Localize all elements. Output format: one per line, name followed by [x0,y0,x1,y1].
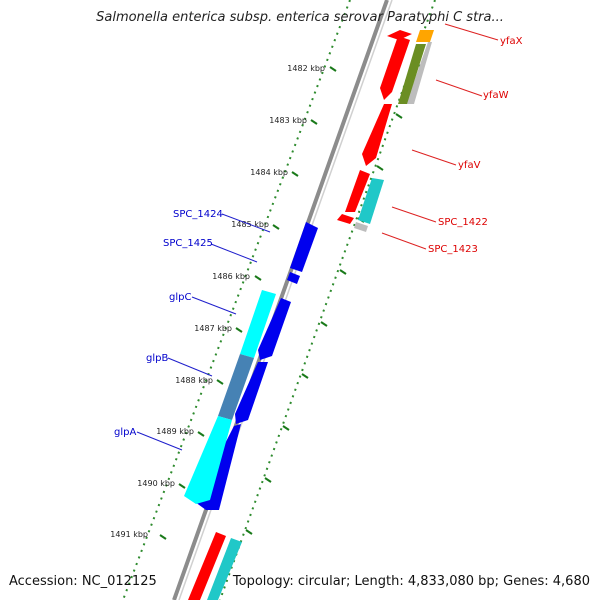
gene-red-block[interactable] [345,170,370,212]
ruler-tick-label: 1490 kbp [137,479,175,488]
gene-orange[interactable] [416,30,434,42]
gene-cyan-bottom[interactable] [207,538,242,600]
gene-label-SPC_1423[interactable]: SPC_1423 [428,244,478,255]
gene-yfaX-inner[interactable] [387,30,412,40]
ruler-tick-label: 1488 kbp [175,376,213,385]
ruler-tick-label: 1489 kbp [156,427,194,436]
gene-glpA[interactable] [184,416,232,504]
label-leader [167,357,213,377]
gene-glpB[interactable] [218,354,254,420]
ruler-tick-label: 1487 kbp [194,324,232,333]
gene-glpC[interactable] [240,290,276,358]
ruler-ticks [159,66,337,540]
gene-label-SPC_1422[interactable]: SPC_1422 [438,217,488,228]
gene-label-SPC_1424[interactable]: SPC_1424 [173,209,223,220]
label-leader [391,206,437,223]
label-leader [444,23,499,41]
gene-label-SPC_1425[interactable]: SPC_1425 [163,238,213,249]
gene-label-glpB[interactable]: glpB [146,353,168,364]
label-leader [210,243,258,263]
label-leader [435,79,483,97]
ruler-dotted-line [122,0,351,600]
ruler-tick-label: 1483 kbp [269,116,307,125]
gene-label-yfaV[interactable]: yfaV [458,160,481,171]
map-title: Salmonella enterica subsp. enterica sero… [96,10,504,25]
ruler-tick-label: 1491 kbp [110,530,148,539]
label-leader [381,232,427,250]
ruler-tick-label: 1482 kbp [287,64,325,73]
accession-text: Accession: NC_012125 [9,574,157,589]
gene-red-block[interactable] [380,36,410,100]
gene-grey[interactable] [406,42,432,104]
label-leader [191,296,237,315]
label-leader [221,213,271,233]
label-leader [411,149,457,166]
gene-red-bottom[interactable] [188,532,226,600]
gene-cyan-SPC_1422[interactable] [358,178,384,224]
gene-label-glpC[interactable]: glpC [169,292,191,303]
gene-label-glpA[interactable]: glpA [114,427,136,438]
gene-label-yfaW[interactable]: yfaW [483,90,509,101]
topology-text: Topology: circular; Length: 4,833,080 bp… [232,574,590,589]
gene-blue-glpB-inner[interactable] [235,362,268,424]
gene-olive[interactable] [398,44,426,104]
gene-blue-SPC_1425[interactable] [287,272,300,284]
ruler-tick-label: 1486 kbp [212,272,250,281]
label-leader [136,431,183,451]
ruler-tick-label: 1484 kbp [250,168,288,177]
gene-blue-SPC_1424[interactable] [290,222,318,272]
ruler-dotted-line-right [219,0,436,600]
gene-label-yfaX[interactable]: yfaX [500,36,523,47]
gene-red-block[interactable] [362,104,392,166]
gene-grey-SPC_1423[interactable] [354,222,368,232]
gene-blue-glpC-inner[interactable] [258,298,291,360]
gene-red-arrow[interactable] [337,214,354,224]
